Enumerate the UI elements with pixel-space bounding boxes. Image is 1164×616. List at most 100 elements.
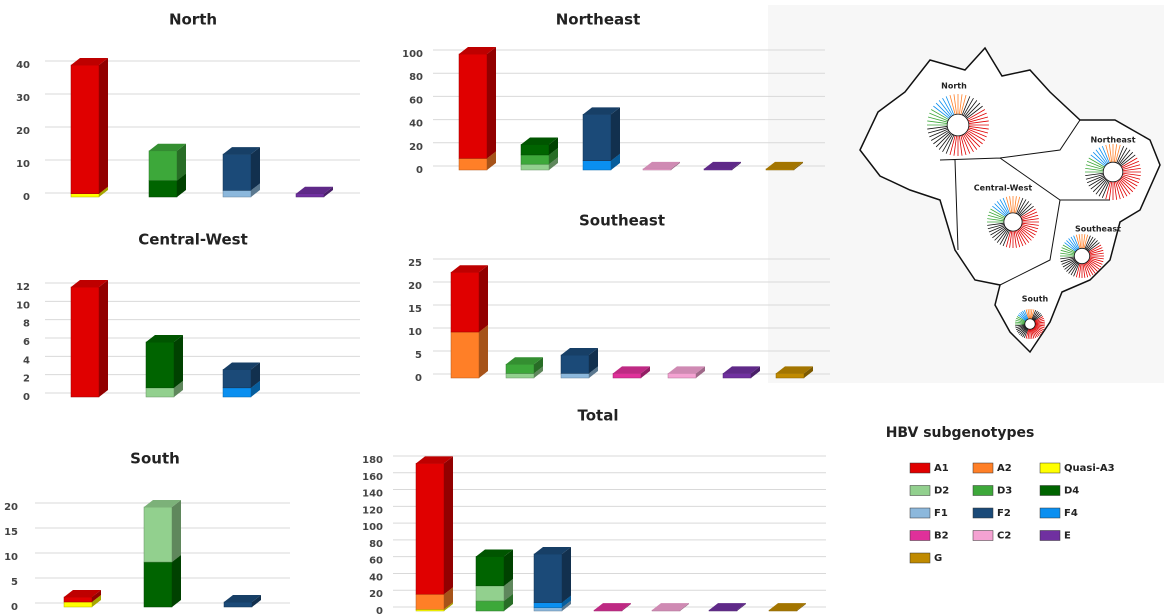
bar-side — [251, 362, 260, 388]
y-tick-label: 5 — [415, 350, 422, 361]
bar-segment — [63, 596, 93, 603]
y-tick-label: 20 — [369, 589, 383, 600]
y-tick-label: 4 — [23, 355, 30, 366]
bar-segment — [145, 341, 175, 389]
tree-branch — [1015, 321, 1025, 324]
tree-branch — [992, 227, 1007, 239]
tree-branch — [1068, 238, 1078, 251]
tree-branch — [1031, 309, 1037, 320]
tree-branch — [927, 127, 948, 134]
bar-segment — [775, 373, 805, 379]
chart-title: Central-West — [138, 231, 248, 249]
tree-branch — [1115, 144, 1121, 163]
bar-top — [223, 147, 260, 155]
bar-segment — [223, 601, 253, 608]
tree-branch — [959, 94, 963, 115]
tree-branch — [1084, 262, 1091, 277]
bar-segment — [70, 64, 100, 194]
tree-branch — [1064, 242, 1077, 252]
bar-segment — [520, 154, 550, 165]
bar-top — [416, 456, 453, 464]
bar-segment — [642, 168, 672, 171]
tree-branch — [1087, 260, 1100, 270]
tree-branch — [968, 116, 989, 123]
tree-branch — [1084, 235, 1091, 250]
tree-branch — [1034, 317, 1045, 323]
tree-branch — [1088, 259, 1102, 268]
tree-branch — [1108, 181, 1113, 200]
tree-branch — [1085, 262, 1094, 276]
y-tick-label: 0 — [23, 192, 30, 203]
tree-branch — [1025, 309, 1030, 320]
bar-side — [99, 58, 108, 194]
tree-branch — [1118, 149, 1131, 165]
tree-branch — [987, 222, 1005, 226]
bar-side — [804, 366, 813, 378]
bar-top — [723, 366, 760, 374]
bar-side — [487, 47, 496, 159]
bar-side — [671, 161, 680, 170]
tree-branch — [1118, 179, 1131, 195]
tree-branch — [1034, 316, 1044, 322]
y-tick-label: 6 — [23, 337, 30, 348]
bar-side — [611, 153, 620, 170]
region-label: South — [1022, 295, 1049, 304]
y-tick-label: 10 — [16, 159, 30, 170]
tree-branch — [927, 120, 948, 124]
chart-title: Total — [578, 407, 619, 425]
tree-branch — [1022, 328, 1028, 338]
tree-branch — [1015, 324, 1026, 329]
bar-side — [797, 603, 806, 611]
legend-swatch — [1039, 485, 1061, 496]
bar-segment — [415, 463, 445, 595]
y-tick-label: 5 — [11, 577, 18, 588]
bar-side — [534, 366, 543, 378]
tree-branch — [1023, 309, 1029, 320]
tree-branch — [938, 100, 952, 117]
legend-label: Quasi-A3 — [1064, 463, 1115, 474]
tree-branch — [1017, 314, 1027, 322]
legend-swatch — [909, 552, 931, 564]
tree-branch — [1089, 256, 1104, 260]
tree-branch — [965, 102, 981, 118]
bar-side — [172, 555, 181, 607]
legend-label: F4 — [1064, 508, 1078, 519]
bar-segment — [703, 168, 733, 171]
tree-branch — [1019, 203, 1032, 216]
tree-branch — [1034, 319, 1045, 324]
bar-segment — [70, 286, 100, 398]
legend-swatch — [909, 462, 931, 474]
bar-top — [776, 366, 813, 374]
bar-side — [562, 600, 571, 611]
bar-segment — [520, 144, 550, 156]
region-borders — [939, 119, 1110, 286]
tree-branch — [1085, 174, 1104, 180]
bar-top — [451, 265, 488, 273]
bar-segment — [415, 593, 445, 610]
bar-segment — [533, 553, 563, 603]
bar-segment — [560, 373, 590, 379]
bar-side — [174, 380, 183, 397]
bar-side — [589, 366, 598, 378]
tree-branch — [1098, 147, 1109, 164]
tree-branch — [1015, 317, 1026, 323]
tree-branch — [1034, 326, 1044, 332]
tree-branch — [1020, 327, 1028, 337]
y-tick-label: 30 — [16, 93, 30, 104]
tree-branch — [945, 134, 955, 154]
y-tick-label: 25 — [408, 258, 422, 269]
tree-branch — [1085, 164, 1104, 170]
tree-branch — [1020, 311, 1028, 321]
tree-branch — [1015, 319, 1026, 324]
y-tick-label: 8 — [23, 319, 30, 330]
tree-branch — [1121, 175, 1140, 184]
tree-branch — [1083, 263, 1089, 278]
tree-branch — [1119, 151, 1134, 166]
tree-branch — [1019, 313, 1027, 321]
y-tick-label: 10 — [4, 552, 18, 563]
bar-segment — [505, 363, 535, 374]
tree-branch — [988, 211, 1005, 219]
bar-side — [534, 357, 543, 374]
tree-branch — [935, 102, 951, 118]
tree-branch — [967, 109, 986, 120]
